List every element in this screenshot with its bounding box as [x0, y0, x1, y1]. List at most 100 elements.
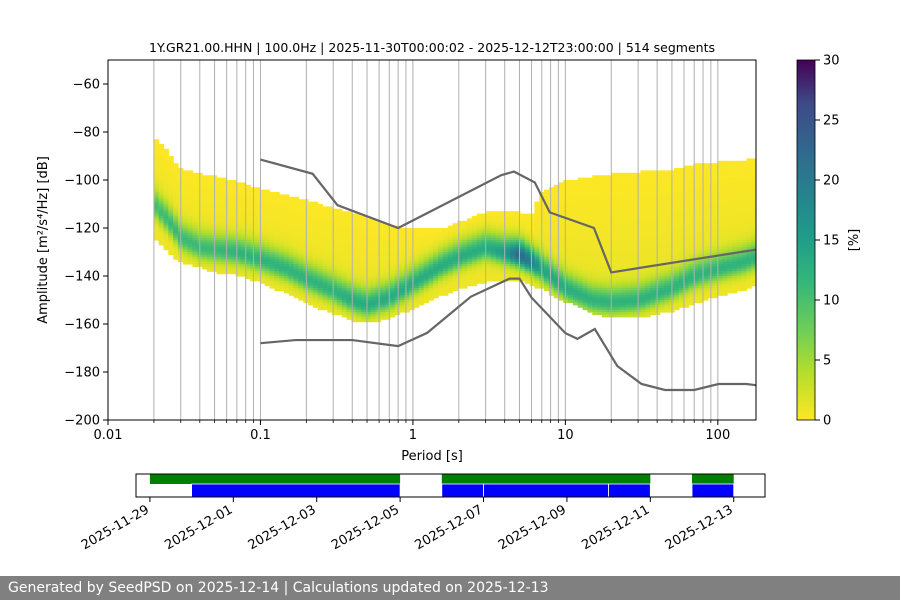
heatmap-cell	[385, 307, 391, 311]
heatmap-cell	[259, 228, 266, 231]
heatmap-cell	[279, 288, 285, 291]
heatmap-cell	[563, 206, 569, 210]
heatmap-cell	[308, 254, 314, 258]
heatmap-cell	[433, 230, 439, 234]
heatmap-cell	[558, 204, 564, 207]
heatmap-cell	[650, 208, 656, 212]
heatmap-cell	[380, 280, 386, 284]
heatmap-cell	[616, 240, 622, 243]
heatmap-cell	[332, 273, 338, 277]
heatmap-cell	[572, 182, 579, 186]
heatmap-cell	[370, 309, 377, 313]
heatmap-cell	[245, 240, 251, 243]
heatmap-cell	[452, 259, 458, 263]
heatmap-cell	[698, 196, 704, 200]
heatmap-cell	[414, 276, 420, 279]
heatmap-cell	[298, 280, 304, 284]
heatmap-cell	[471, 278, 478, 282]
heatmap-cell	[230, 189, 237, 193]
heatmap-cell	[495, 264, 502, 267]
heatmap-cell	[153, 201, 160, 205]
heatmap-cell	[515, 273, 521, 277]
heatmap-cell	[688, 295, 694, 299]
heatmap-cell	[250, 237, 256, 241]
heatmap-cell	[250, 256, 256, 260]
heatmap-cell	[515, 218, 521, 222]
heatmap-cell	[611, 283, 617, 287]
heatmap-cell	[481, 280, 487, 284]
heatmap-cell	[674, 304, 680, 308]
heatmap-cell	[505, 216, 511, 219]
heatmap-cell	[625, 256, 632, 260]
heatmap-cell	[582, 204, 589, 207]
heatmap-cell	[404, 278, 410, 282]
heatmap-cell	[255, 213, 261, 217]
heatmap-cell	[500, 256, 507, 260]
heatmap-cell	[327, 230, 333, 234]
heatmap-cell	[601, 223, 608, 227]
heatmap-cell	[601, 189, 608, 193]
heatmap-cell	[279, 280, 285, 284]
heatmap-cell	[606, 252, 613, 255]
heatmap-cell	[688, 168, 694, 171]
heatmap-cell	[548, 199, 555, 203]
heatmap-cell	[182, 184, 189, 188]
heatmap-cell	[495, 256, 502, 260]
heatmap-cell	[621, 240, 627, 243]
heatmap-cell	[269, 271, 275, 275]
heatmap-cell	[630, 268, 637, 272]
heatmap-cell	[645, 170, 651, 174]
heatmap-cell	[664, 292, 670, 296]
heatmap-cell	[351, 259, 357, 263]
heatmap-cell	[216, 261, 222, 265]
heatmap-cell	[279, 225, 285, 229]
heatmap-cell	[621, 261, 627, 265]
heatmap-cell	[255, 254, 261, 258]
heatmap-cell	[230, 223, 237, 227]
heatmap-cell	[664, 307, 670, 311]
heatmap-cell	[568, 194, 574, 198]
heatmap-cell	[524, 220, 531, 224]
heatmap-cell	[563, 208, 569, 212]
heatmap-cell	[659, 201, 666, 205]
heatmap-cell	[327, 244, 333, 248]
heatmap-cell	[173, 182, 179, 186]
heatmap-cell	[409, 252, 415, 255]
heatmap-cell	[678, 268, 685, 272]
heatmap-cell	[563, 223, 569, 227]
heatmap-cell	[414, 285, 420, 289]
heatmap-cell	[500, 271, 507, 275]
heatmap-cell	[380, 244, 386, 248]
heatmap-cell	[524, 249, 531, 253]
heatmap-cell	[298, 199, 304, 203]
heatmap-cell	[616, 273, 622, 277]
heatmap-cell	[563, 271, 569, 275]
heatmap-cell	[577, 196, 584, 200]
heatmap-cell	[582, 187, 589, 191]
heatmap-cell	[192, 196, 198, 200]
heatmap-cell	[240, 223, 247, 227]
heatmap-cell	[322, 249, 328, 253]
heatmap-cell	[442, 237, 449, 241]
heatmap-cell	[327, 225, 333, 229]
heatmap-cell	[597, 213, 603, 217]
heatmap-cell	[250, 242, 256, 246]
heatmap-cell	[606, 189, 613, 193]
heatmap-cell	[182, 220, 189, 224]
heatmap-cell	[698, 165, 704, 169]
heatmap-cell	[548, 194, 555, 198]
heatmap-cell	[442, 259, 449, 263]
heatmap-cell	[630, 309, 637, 313]
heatmap-cell	[206, 204, 213, 207]
heatmap-cell	[216, 213, 222, 217]
heatmap-cell	[187, 187, 194, 191]
heatmap-cell	[264, 223, 271, 227]
heatmap-cell	[259, 240, 266, 243]
heatmap-cell	[712, 168, 719, 171]
heatmap-cell	[466, 225, 473, 229]
heatmap-cell	[597, 259, 603, 263]
heatmap-cell	[351, 271, 357, 275]
heatmap-cell	[645, 182, 651, 186]
heatmap-cell	[356, 312, 362, 315]
heatmap-cell	[592, 223, 598, 227]
